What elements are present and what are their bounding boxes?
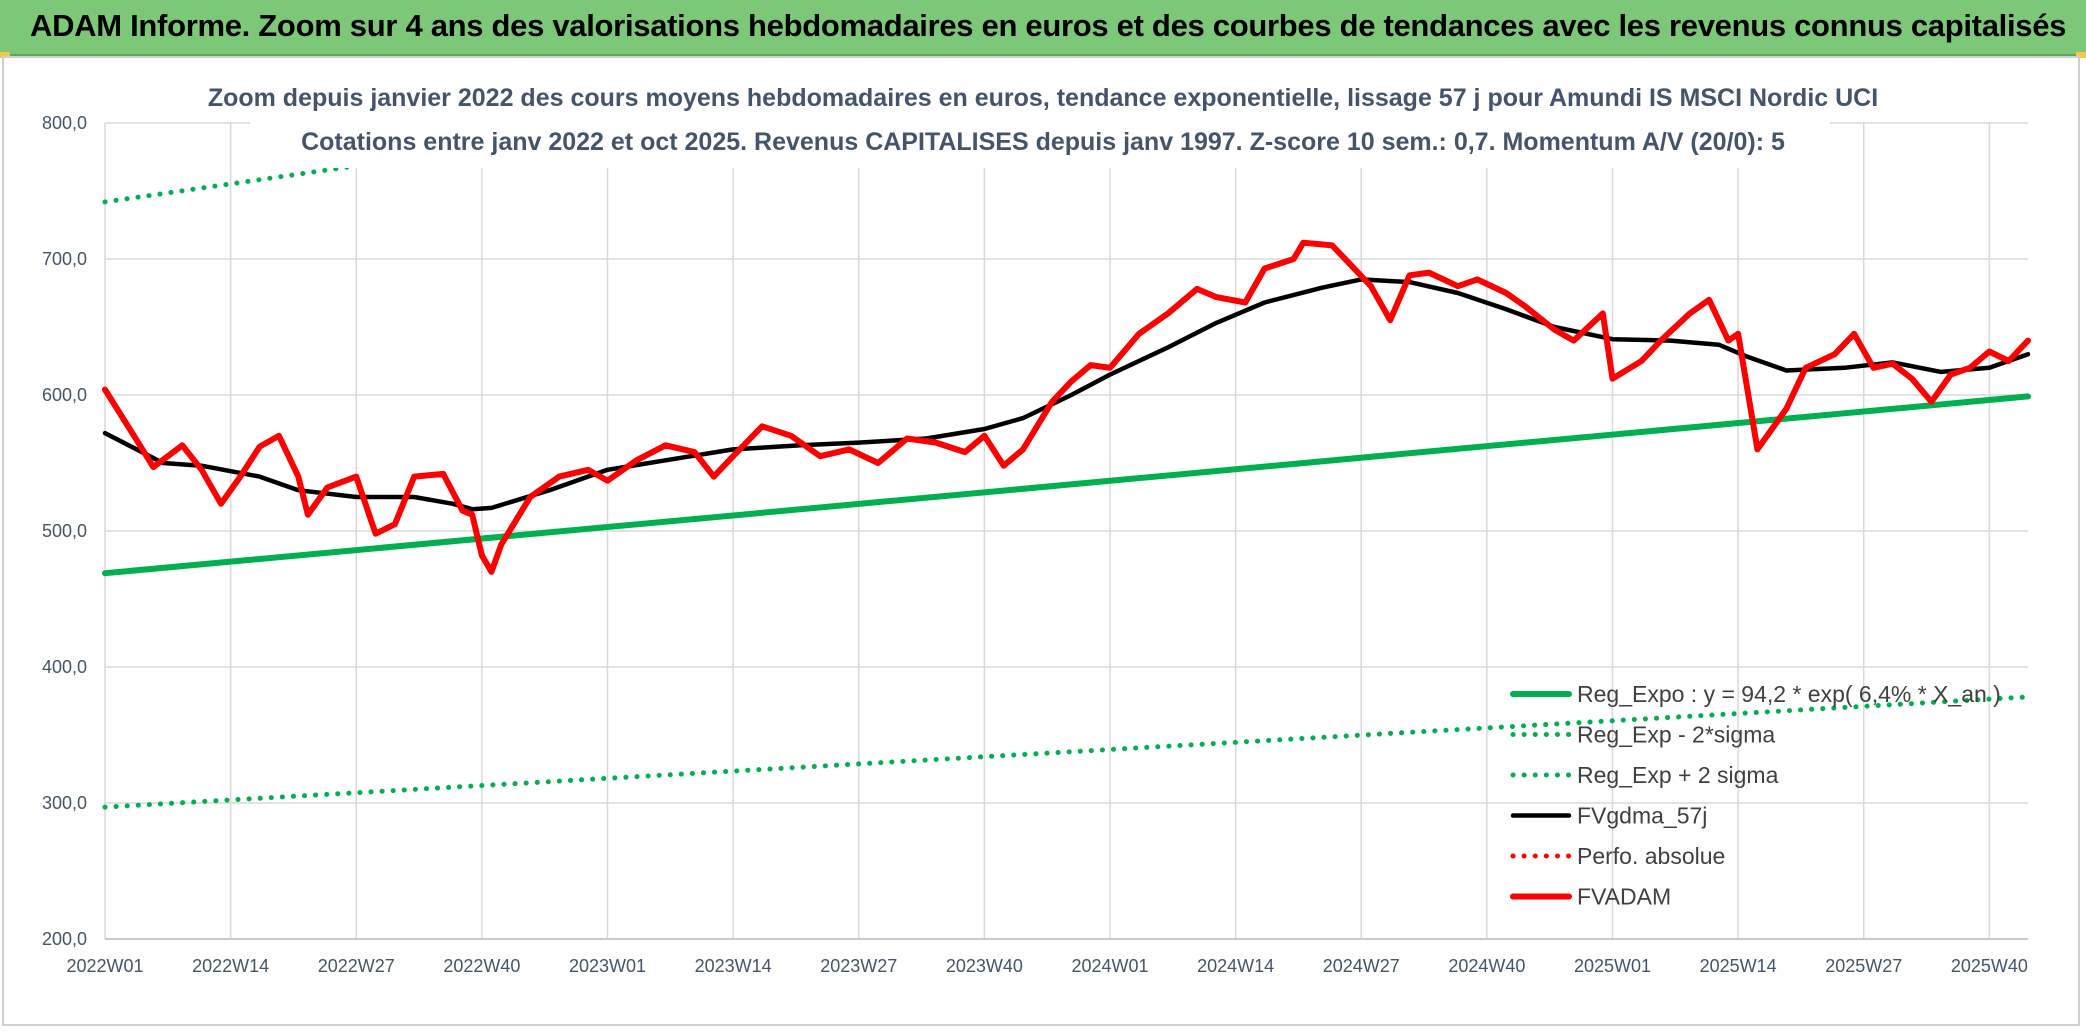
y-tick-label: 600,0	[42, 385, 87, 405]
y-tick-label: 200,0	[42, 929, 87, 949]
report-title: ADAM Informe. Zoom sur 4 ans des valoris…	[30, 8, 2067, 43]
corner-mark-right	[2076, 52, 2086, 58]
x-tick-label: 2024W40	[1448, 956, 1525, 976]
y-tick-label: 800,0	[42, 113, 87, 133]
x-tick-label: 2023W14	[695, 956, 772, 976]
x-tick-label: 2023W27	[820, 956, 897, 976]
legend-label-4: Perfo. absolue	[1577, 843, 1725, 869]
series-line-0	[102, 393, 2031, 577]
x-tick-label: 2025W40	[1951, 956, 2028, 976]
y-axis-ticks: 200,0 300,0 400,0 500,0 600,0 700,0 800,0	[42, 113, 87, 949]
chart-title-line-2: Cotations entre janv 2022 et oct 2025. R…	[301, 128, 1785, 156]
chart-legend: Reg_Expo : y = 94,2 * exp( 6,4% * X_an )…	[1510, 681, 2001, 910]
x-tick-label: 2024W14	[1197, 956, 1274, 976]
chart-grid	[104, 122, 2028, 940]
x-tick-label: 2025W14	[1700, 956, 1777, 976]
series-line-3	[102, 277, 2031, 512]
chart-title-line-1: Zoom depuis janvier 2022 des cours moyen…	[207, 84, 1879, 112]
x-tick-label: 2022W01	[66, 956, 143, 976]
y-tick-label: 400,0	[42, 657, 87, 677]
x-tick-label: 2024W01	[1071, 956, 1148, 976]
y-tick-label: 500,0	[42, 521, 87, 541]
legend-label-2: Reg_Exp + 2 sigma	[1577, 762, 1779, 788]
series-line-5	[102, 239, 2031, 575]
chart-frame	[2, 56, 2080, 1026]
y-tick-label: 700,0	[42, 249, 87, 269]
legend-label-5: FVADAM	[1577, 884, 1671, 910]
x-tick-label: 2025W01	[1574, 956, 1651, 976]
x-tick-label: 2023W40	[946, 956, 1023, 976]
legend-label-1: Reg_Exp - 2*sigma	[1577, 722, 1775, 748]
title-backdrop	[250, 78, 1830, 168]
x-axis-ticks: 2022W01 2022W14 2022W27 2022W40 2023W01 2023W…	[66, 956, 2027, 976]
x-tick-label: 2024W27	[1323, 956, 1400, 976]
corner-mark-left	[0, 52, 10, 58]
series-line-1	[102, 694, 2031, 810]
report-banner: ADAM Informe. Zoom sur 4 ans des valoris…	[0, 0, 2086, 56]
x-tick-label: 2022W40	[443, 956, 520, 976]
x-tick-label: 2022W14	[192, 956, 269, 976]
legend-label-0: Reg_Expo : y = 94,2 * exp( 6,4% * X_an )	[1577, 681, 2001, 707]
legend-label-3: FVgdma_57j	[1577, 803, 1707, 829]
y-tick-label: 300,0	[42, 793, 87, 813]
x-tick-label: 2023W01	[569, 956, 646, 976]
x-tick-label: 2022W27	[318, 956, 395, 976]
x-tick-label: 2025W27	[1825, 956, 1902, 976]
